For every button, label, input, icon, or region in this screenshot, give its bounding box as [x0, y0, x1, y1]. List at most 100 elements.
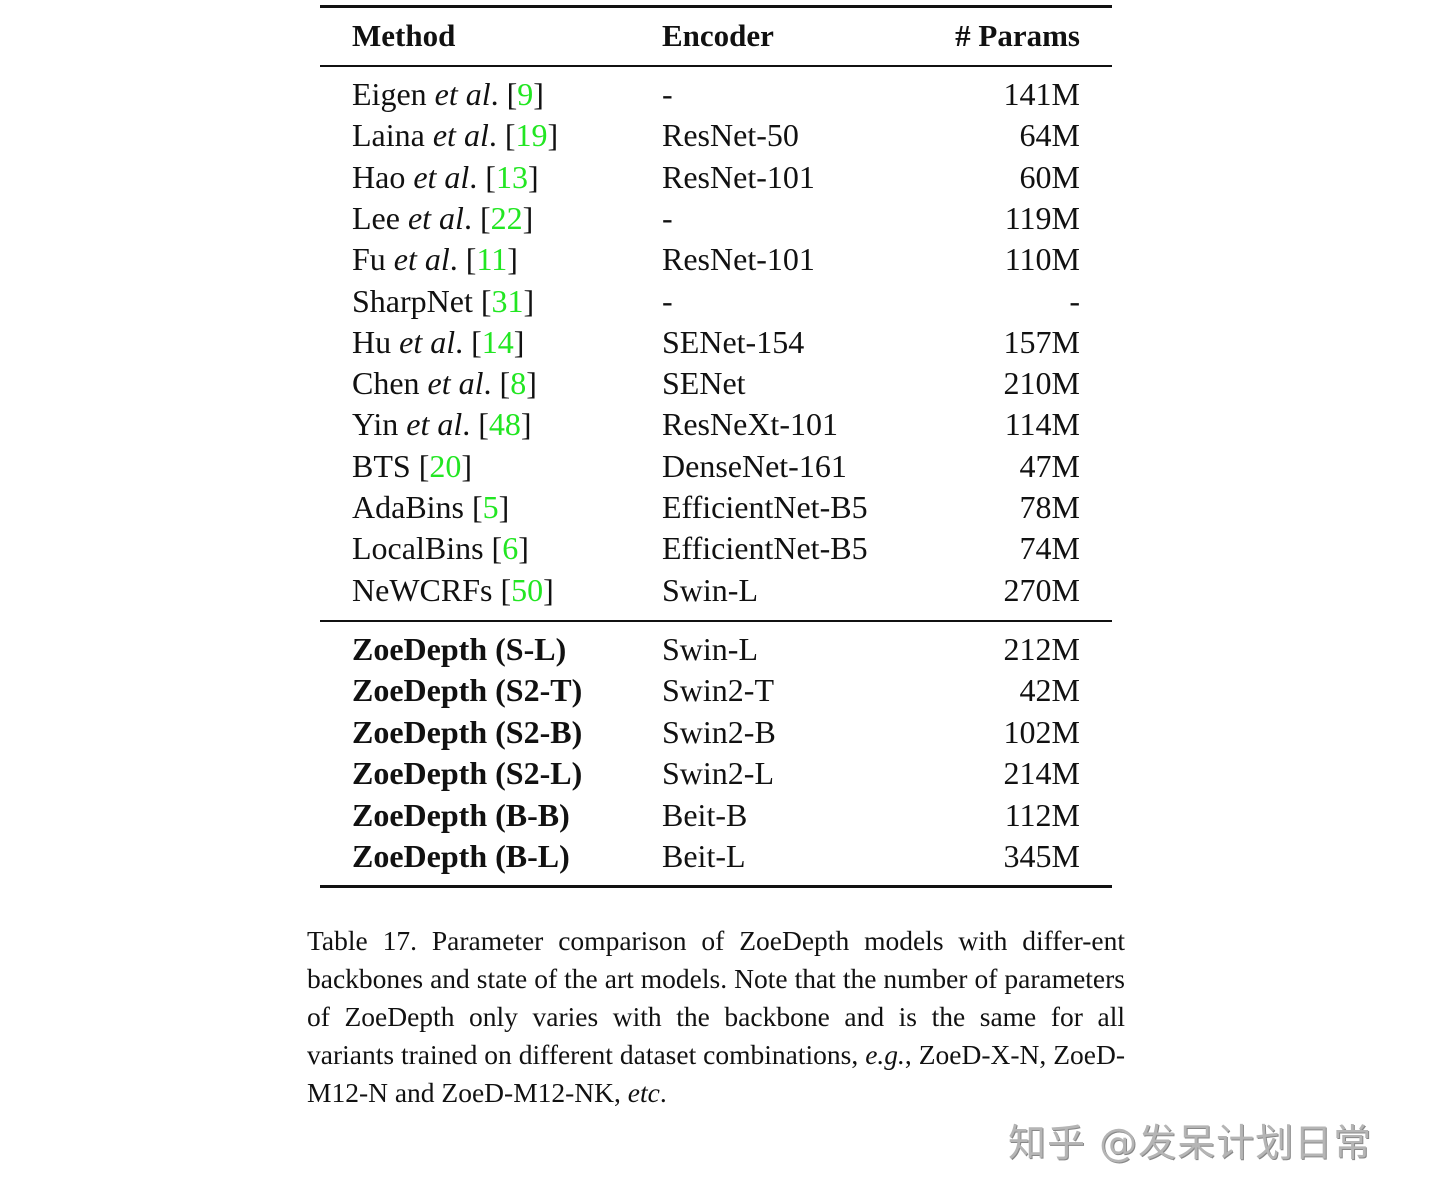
params-cell: 119M	[1004, 199, 1080, 236]
citation-link[interactable]: 19	[515, 117, 548, 154]
et-al: et al	[413, 158, 470, 195]
method-name: Hu	[352, 323, 392, 360]
params-cell: 102M	[1003, 713, 1080, 750]
encoder-cell: Swin2-B	[662, 713, 776, 750]
bottom-rule	[320, 885, 1112, 888]
table-row: ZoeDepth (S2-B) Swin2-B 102M	[0, 712, 1440, 753]
table-row: ZoeDepth (S-L) Swin-L 212M	[0, 629, 1440, 670]
header-rule	[320, 65, 1112, 67]
params-cell: 112M	[1004, 796, 1080, 833]
et-al: et al	[407, 199, 464, 236]
citation-link[interactable]: 8	[510, 365, 527, 402]
method-cell: Eigen et al. [9]	[352, 76, 544, 112]
table-row: Laina et al. [19] ResNet-50 64M	[0, 115, 1440, 156]
citation-link[interactable]: 20	[429, 447, 462, 484]
params-cell: 64M	[1019, 117, 1080, 154]
table-row: Hao et al. [13] ResNet-101 60M	[0, 157, 1440, 198]
params-cell: -	[1069, 282, 1080, 319]
encoder-cell: Beit-B	[662, 796, 748, 833]
encoder-cell: ResNet-50	[662, 117, 799, 154]
encoder-cell: SENet	[662, 365, 746, 402]
method-cell: ZoeDepth (B-B)	[352, 796, 570, 833]
params-cell: 110M	[1004, 241, 1080, 278]
method-cell: ZoeDepth (S2-B)	[352, 713, 583, 750]
et-al: et al	[393, 241, 450, 278]
encoder-cell: ResNet-101	[662, 158, 815, 195]
method-cell: BTS [20]	[352, 447, 472, 484]
header-encoder: Encoder	[662, 18, 774, 53]
method-cell: ZoeDepth (B-L)	[352, 838, 570, 874]
encoder-cell: -	[662, 76, 673, 112]
params-cell: 157M	[1003, 323, 1080, 360]
method-name: Lee	[352, 199, 400, 236]
table-row: Hu et al. [14] SENet-154 157M	[0, 322, 1440, 363]
table-row: ZoeDepth (S2-L) Swin2-L 214M	[0, 753, 1440, 794]
encoder-cell: Beit-L	[662, 838, 746, 874]
header-method: Method	[352, 18, 456, 53]
params-cell: 60M	[1019, 158, 1080, 195]
method-cell: LocalBins [6]	[352, 530, 529, 567]
encoder-cell: EfficientNet-B5	[662, 489, 868, 525]
mid-rule	[320, 620, 1112, 622]
method-name: Fu	[352, 241, 386, 278]
params-cell: 114M	[1004, 406, 1080, 443]
encoder-cell: -	[662, 282, 673, 319]
method-name: Chen	[352, 365, 420, 402]
citation-link[interactable]: 6	[502, 530, 519, 567]
method-cell: NeWCRFs [50]	[352, 571, 554, 608]
params-cell: 345M	[1003, 838, 1080, 874]
encoder-cell: EfficientNet-B5	[662, 530, 868, 567]
header-params: # Params	[955, 18, 1080, 53]
citation-link[interactable]: 13	[495, 158, 528, 195]
table-row: ZoeDepth (B-L) Beit-L 345M	[0, 836, 1440, 877]
citation-link[interactable]: 14	[481, 323, 514, 360]
table-row: ZoeDepth (S2-T) Swin2-T 42M	[0, 670, 1440, 711]
encoder-cell: Swin2-L	[662, 755, 774, 792]
table-row: ZoeDepth (B-B) Beit-B 112M	[0, 795, 1440, 836]
et-al: et al	[399, 323, 456, 360]
citation-link[interactable]: 48	[488, 406, 521, 443]
table-row: Chen et al. [8] SENet 210M	[0, 363, 1440, 404]
params-cell: 210M	[1003, 365, 1080, 402]
params-cell: 78M	[1019, 489, 1080, 525]
params-cell: 74M	[1019, 530, 1080, 567]
citation-link[interactable]: 50	[511, 571, 544, 608]
params-cell: 212M	[1003, 631, 1080, 667]
encoder-cell: Swin-L	[662, 571, 758, 608]
method-cell: Lee et al. [22]	[352, 199, 534, 236]
method-cell: ZoeDepth (S-L)	[352, 631, 567, 667]
et-al: et al	[432, 117, 489, 154]
method-name: Yin	[352, 406, 399, 443]
params-cell: 42M	[1019, 672, 1080, 709]
citation-link[interactable]: 11	[476, 241, 508, 278]
citation-link[interactable]: 22	[490, 199, 523, 236]
method-cell: Chen et al. [8]	[352, 365, 537, 402]
table-row: Eigen et al. [9] - 141M	[0, 74, 1440, 115]
method-cell: Hu et al. [14]	[352, 323, 525, 360]
params-cell: 47M	[1019, 447, 1080, 484]
method-name: Hao	[352, 158, 406, 195]
table-row: Lee et al. [22] - 119M	[0, 198, 1440, 239]
method-name: Eigen	[352, 76, 427, 112]
citation-link[interactable]: 31	[491, 282, 524, 319]
table-caption: Table 17. Parameter comparison of ZoeDep…	[307, 925, 1125, 1108]
citation-link[interactable]: 5	[482, 489, 499, 525]
params-cell: 141M	[1003, 76, 1080, 112]
encoder-cell: ResNeXt-101	[662, 406, 838, 443]
table-row: Yin et al. [48] ResNeXt-101 114M	[0, 404, 1440, 445]
citation-link[interactable]: 9	[517, 76, 534, 112]
method-name: AdaBins	[352, 489, 464, 525]
encoder-cell: -	[662, 199, 673, 236]
top-rule	[320, 5, 1112, 8]
method-cell: ZoeDepth (S2-T)	[352, 672, 583, 709]
watermark: 知乎 @发呆计划日常	[1008, 1121, 1373, 1165]
table-row: BTS [20] DenseNet-161 47M	[0, 446, 1440, 487]
method-name: NeWCRFs	[352, 571, 493, 608]
et-al: et al	[434, 76, 491, 112]
encoder-cell: ResNet-101	[662, 241, 815, 278]
method-cell: Laina et al. [19]	[352, 117, 559, 154]
table-header: Method Encoder # Params	[0, 15, 1440, 56]
method-cell: AdaBins [5]	[352, 489, 510, 525]
method-cell: ZoeDepth (S2-L)	[352, 755, 583, 792]
method-cell: Hao et al. [13]	[352, 158, 539, 195]
